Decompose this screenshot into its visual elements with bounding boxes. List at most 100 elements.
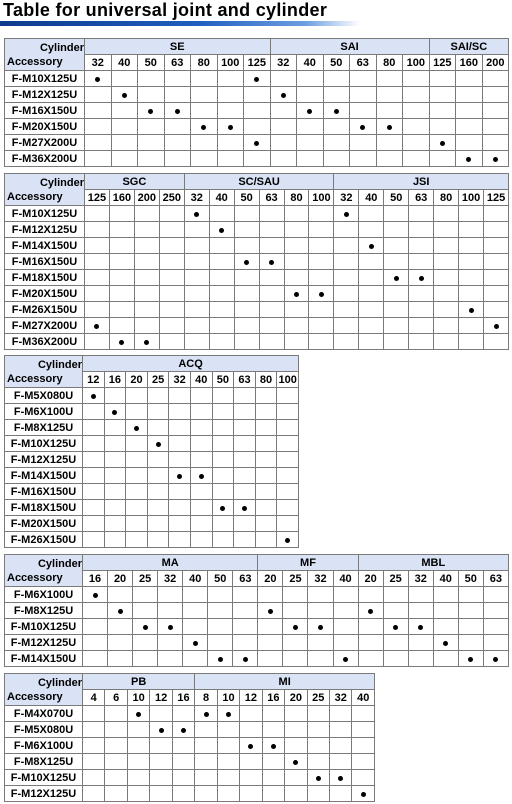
accessory-model: F-M20X150U xyxy=(4,118,85,135)
compatibility-cell xyxy=(125,483,148,500)
compatibility-cell xyxy=(333,317,360,334)
compatibility-cell xyxy=(284,769,308,786)
compatibility-cell xyxy=(82,499,105,516)
compatibility-cell xyxy=(104,753,128,770)
axis-label-cylinder: Cylinder xyxy=(37,676,82,689)
compatibility-cell xyxy=(149,785,173,802)
compatible-dot-icon xyxy=(493,323,499,329)
compatible-dot-icon xyxy=(285,537,291,543)
compatibility-cell xyxy=(216,150,244,167)
compatibility-cell xyxy=(108,301,135,318)
compatibility-cell xyxy=(261,785,286,802)
compatibility-cell xyxy=(133,333,160,350)
table-row: F-M10X125U xyxy=(4,435,300,452)
compatibility-cell xyxy=(408,333,435,350)
compatible-dot-icon xyxy=(148,108,154,114)
compatibility-cell xyxy=(455,70,483,87)
accessory-model: F-M20X150U xyxy=(4,285,85,302)
compatibility-cell xyxy=(258,301,285,318)
compatibility-cell xyxy=(458,269,485,286)
accessory-model: F-M18X150U xyxy=(4,269,85,286)
row-column-axis-label: Cylinder Accessory xyxy=(4,173,85,206)
compatibility-cell xyxy=(82,435,105,452)
compatibility-cell xyxy=(183,237,210,254)
axis-label-accessory: Accessory xyxy=(7,55,63,68)
accessory-model: F-M8X125U xyxy=(4,419,83,436)
compatibility-cell xyxy=(133,205,160,222)
compatibility-cell xyxy=(168,419,191,436)
compatibility-cell xyxy=(194,737,218,754)
compatibility-cell xyxy=(110,102,138,119)
compatibility-cell xyxy=(216,102,244,119)
compatibility-cell xyxy=(408,301,435,318)
compatibility-cell xyxy=(455,102,483,119)
compatibility-cell xyxy=(211,515,235,532)
compatibility-cell xyxy=(254,531,278,548)
compatibility-cell xyxy=(332,650,359,667)
compatibility-cell xyxy=(194,705,218,722)
compatibility-cell xyxy=(258,269,285,286)
cylinder-series-header: MBL xyxy=(357,554,509,571)
compatibility-cell xyxy=(183,317,210,334)
compatibility-cell xyxy=(284,753,308,770)
compatibility-cell xyxy=(307,586,334,603)
compatibility-cell xyxy=(137,70,165,87)
compatibility-cell xyxy=(455,118,483,135)
cylinder-series-header: MA xyxy=(81,554,259,571)
compatibility-cell xyxy=(233,499,256,516)
bore-size-header: 25 xyxy=(146,371,170,388)
compatibility-cell xyxy=(254,387,278,404)
table-row: F-M10X125U xyxy=(4,769,376,786)
compatible-dot-icon xyxy=(244,259,250,265)
compatibility-cell xyxy=(239,705,263,722)
compatibility-cell xyxy=(157,650,184,667)
accessory-model: F-M14X150U xyxy=(4,237,85,254)
compatible-dot-icon xyxy=(142,624,148,630)
compatibility-cell xyxy=(233,403,256,420)
compatible-dot-icon xyxy=(181,727,187,733)
compatibility-cell xyxy=(261,705,286,722)
compatibility-cell xyxy=(482,618,509,635)
compatibility-table-sgc-jsi: Cylinder Accessory SGC SC/SAU JSI 125 160 200 25… xyxy=(4,173,509,350)
compatibility-cell xyxy=(254,499,278,516)
table-row: F-M8X125U xyxy=(4,753,376,770)
table-row: F-M8X125U xyxy=(4,419,300,436)
compatibility-cell xyxy=(254,515,278,532)
compatibility-cell xyxy=(306,753,331,770)
compatibility-cell xyxy=(358,253,385,270)
compatibility-cell xyxy=(322,118,351,135)
compatibility-cell xyxy=(408,205,435,222)
compatibility-cell xyxy=(216,86,244,103)
compatibility-cell xyxy=(383,333,410,350)
compatibility-cell xyxy=(481,102,510,119)
compatibility-cell xyxy=(282,602,309,619)
compatibility-cell xyxy=(322,102,351,119)
compatibility-cell xyxy=(282,650,309,667)
compatibility-cell xyxy=(183,221,210,238)
compatibility-cell xyxy=(407,634,434,651)
compatibility-cell xyxy=(163,70,191,87)
compatibility-cell xyxy=(158,253,185,270)
compatibility-cell xyxy=(243,134,271,151)
accessory-model: F-M20X150U xyxy=(4,515,83,532)
axis-label-cylinder: Cylinder xyxy=(37,557,82,570)
compatibility-cell xyxy=(261,753,286,770)
compatibility-cell xyxy=(171,769,196,786)
bore-size-header: 200 xyxy=(481,54,510,71)
compatibility-cell xyxy=(133,285,160,302)
compatible-dot-icon xyxy=(92,592,98,598)
compatibility-cell xyxy=(233,285,260,302)
bore-size-header: 100 xyxy=(276,371,300,388)
compatibility-cell xyxy=(329,737,353,754)
cylinder-series-header: SC/SAU xyxy=(183,173,335,190)
compatibility-cell xyxy=(183,253,210,270)
compatibility-cell xyxy=(433,253,460,270)
compatibility-cell xyxy=(189,451,213,468)
table-row: F-M4X070U xyxy=(4,705,376,722)
compatibility-cell xyxy=(133,221,160,238)
compatibility-cell xyxy=(157,618,184,635)
compatibility-cell xyxy=(308,317,335,334)
table-row: F-M18X150U xyxy=(4,499,300,516)
compatibility-cell xyxy=(189,515,213,532)
compatibility-table-pb-mi: Cylinder Accessory PB MI 4 6 10 12 16 8 10 12 16 20 25… xyxy=(4,673,376,802)
